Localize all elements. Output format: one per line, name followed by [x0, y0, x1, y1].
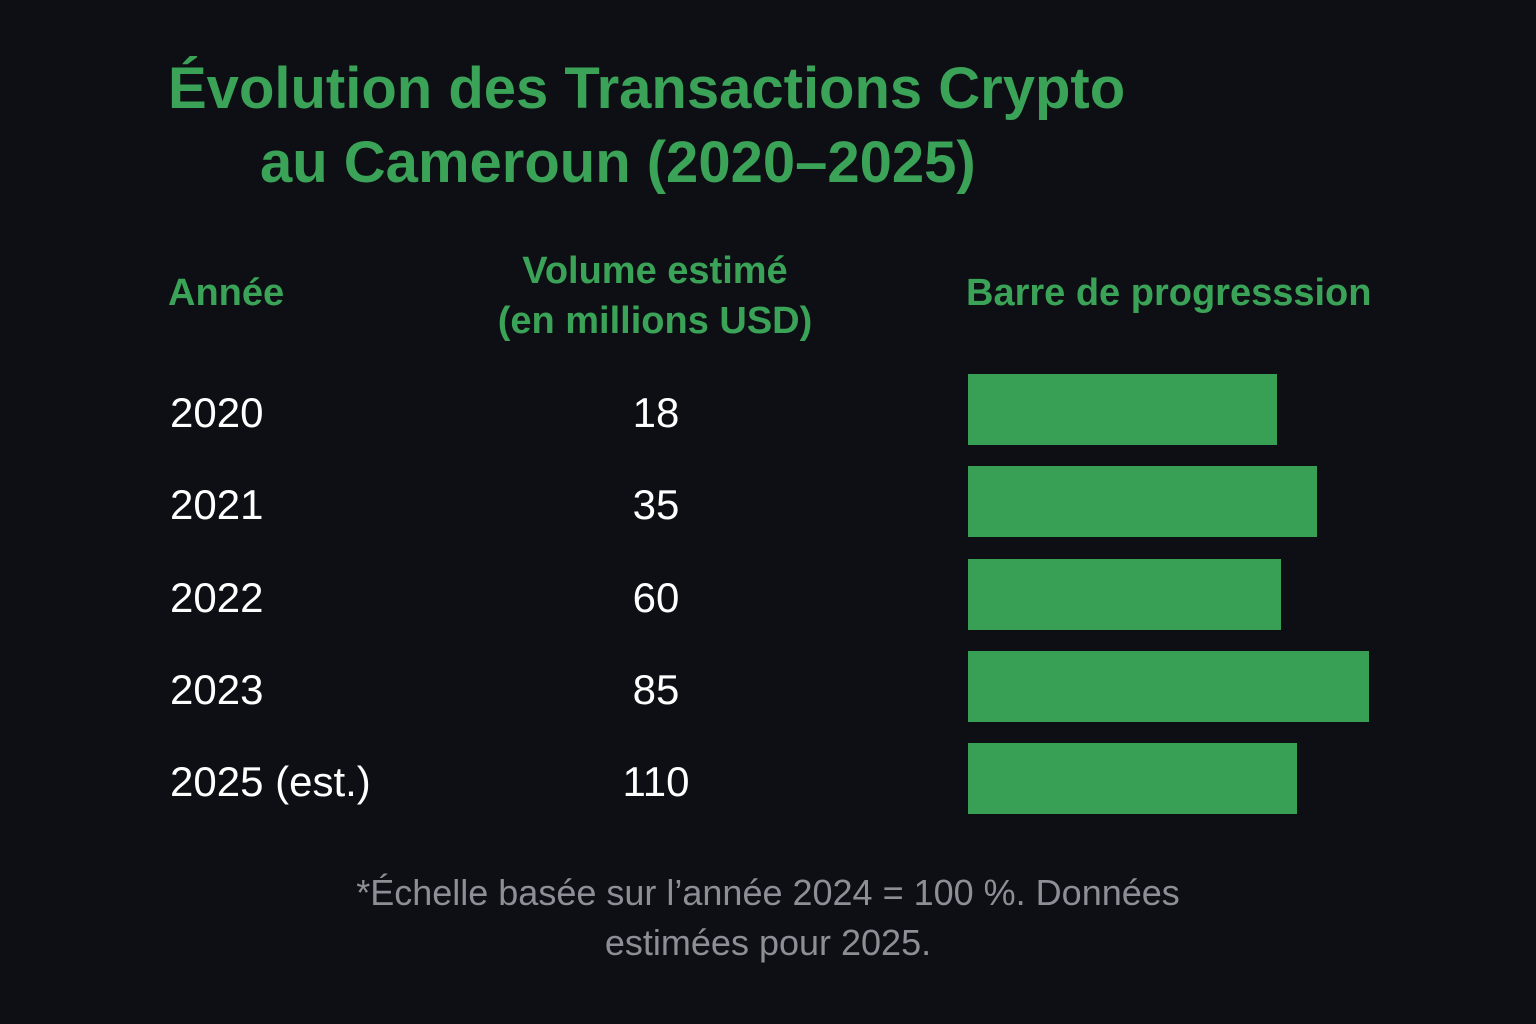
- row-year: 2020: [170, 389, 264, 436]
- row-volume: 60: [632, 573, 680, 621]
- row-volume: 110: [622, 758, 690, 806]
- row-year: 2025 (est.): [170, 758, 371, 806]
- row-volume: 85: [632, 665, 680, 713]
- footnote-line-1: *Échelle basée sur l’année 2024 = 100 %.…: [356, 872, 1180, 913]
- column-header-volume: Volume estimé (en millions USD): [455, 246, 855, 346]
- column-header-progress-bar: Barre de progresssion: [966, 272, 1372, 314]
- chart-title-line-2: au Cameroun (2020–2025): [260, 130, 976, 195]
- progress-bar: [968, 650, 1369, 722]
- chart-title-line-1: Évolution des Transactions Crypto: [168, 56, 1126, 121]
- column-header-volume-line-2: (en millions USD): [497, 300, 813, 342]
- column-header-year: Année: [168, 272, 285, 314]
- progress-bar: [968, 743, 1297, 815]
- row-year: 2023: [170, 665, 264, 713]
- footnote: *Échelle basée sur l’année 2024 = 100 %.…: [268, 868, 1268, 968]
- progress-bar: [968, 558, 1281, 630]
- progress-bar: [968, 466, 1317, 538]
- row-volume: 18: [632, 389, 680, 436]
- row-year: 2022: [170, 573, 264, 621]
- progress-bar: [968, 374, 1277, 445]
- row-volume: 35: [632, 481, 680, 529]
- column-header-volume-line-1: Volume estimé: [522, 250, 788, 292]
- row-year: 2021: [170, 481, 264, 529]
- footnote-line-2: estimées pour 2025.: [604, 922, 932, 963]
- chart-title: Évolution des Transactions Crypto au Cam…: [168, 52, 1248, 200]
